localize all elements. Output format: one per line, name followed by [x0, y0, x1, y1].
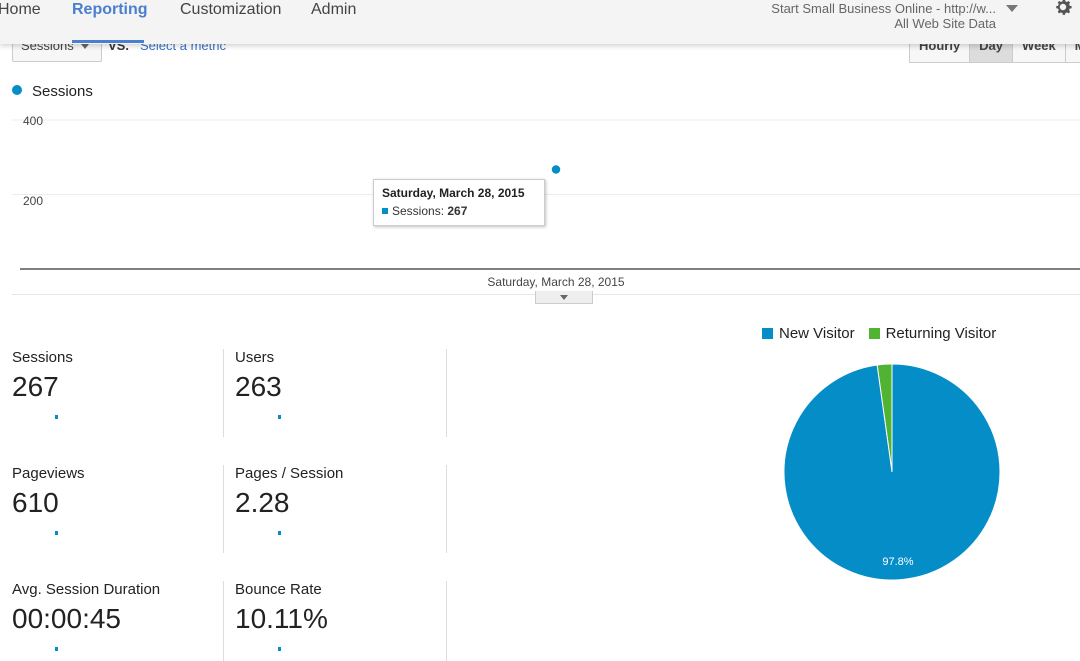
sessions-chart [12, 119, 1080, 270]
tooltip-title: Saturday, March 28, 2015 [382, 186, 525, 200]
sparkline [278, 531, 281, 535]
nav-reporting[interactable]: Reporting [72, 1, 148, 18]
sparkline [55, 647, 58, 651]
pie-slice-label: 97.8% [882, 556, 913, 568]
metric-value: 263 [235, 371, 282, 402]
metric-label: Users [235, 349, 275, 366]
nav-customization[interactable]: Customization [180, 1, 282, 18]
legend-dot-icon [12, 85, 22, 95]
metric-label: Avg. Session Duration [12, 581, 161, 598]
sparkline [55, 531, 58, 535]
legend-series-name: Sessions [32, 83, 93, 100]
collapse-chart-toggle[interactable] [535, 291, 593, 304]
chart-legend: Sessions [12, 83, 93, 100]
metric-label: Sessions [12, 349, 73, 366]
gear-icon[interactable] [1052, 0, 1074, 18]
metric-pages-per-session[interactable]: Pages / Session 2.28 [235, 465, 447, 553]
sparkline [278, 647, 281, 651]
chevron-down-icon [81, 44, 89, 49]
pie-slice[interactable] [783, 363, 1001, 581]
active-tab-indicator [72, 40, 144, 43]
legend-square-icon [868, 328, 880, 339]
y-tick-label: 400 [23, 114, 44, 128]
metric-sessions[interactable]: Sessions 267 [12, 349, 224, 437]
metric-pageviews[interactable]: Pageviews 610 [12, 465, 224, 553]
nav-home[interactable]: Home [0, 1, 41, 18]
sparkline [278, 415, 281, 419]
metric-label: Bounce Rate [235, 581, 322, 598]
legend-item-new-visitor[interactable]: New Visitor [762, 325, 855, 342]
pie-legend: New Visitor Returning Visitor [762, 325, 1010, 342]
series-square-icon [382, 208, 388, 214]
y-tick-label: 200 [23, 194, 44, 208]
data-point[interactable] [550, 163, 562, 176]
x-tick-label: Saturday, March 28, 2015 [487, 275, 625, 289]
sparkline [55, 415, 58, 419]
tooltip-row: Sessions: 267 [382, 204, 544, 218]
tooltip-value: 267 [447, 204, 468, 218]
metric-value: 00:00:45 [12, 603, 121, 634]
chart-tooltip: Saturday, March 28, 2015 Sessions: 267 [373, 179, 545, 226]
tooltip-label: Sessions: [392, 204, 445, 218]
top-navigation: Home Reporting Customization Admin Start… [0, 0, 1080, 44]
chevron-down-icon [560, 295, 568, 300]
metric-users[interactable]: Users 263 [235, 349, 447, 437]
account-dropdown-icon[interactable] [1006, 5, 1018, 12]
metric-value: 267 [12, 371, 59, 402]
legend-label: Returning Visitor [885, 325, 997, 342]
metric-bounce-rate[interactable]: Bounce Rate 10.11% [235, 581, 447, 661]
legend-item-returning-visitor[interactable]: Returning Visitor [868, 325, 997, 342]
account-name[interactable]: Start Small Business Online - http://w..… [771, 1, 996, 16]
metric-avg-session-duration[interactable]: Avg. Session Duration 00:00:45 [12, 581, 224, 661]
legend-label: New Visitor [779, 325, 855, 342]
metric-value: 2.28 [235, 487, 290, 518]
metric-value: 610 [12, 487, 59, 518]
metric-label: Pageviews [12, 465, 85, 482]
metric-label: Pages / Session [235, 465, 344, 482]
nav-admin[interactable]: Admin [311, 1, 357, 18]
visitor-type-pie-chart: 97.8% [783, 363, 1001, 581]
metric-value: 10.11% [235, 603, 328, 634]
legend-square-icon [762, 328, 773, 339]
account-view[interactable]: All Web Site Data [894, 16, 996, 31]
